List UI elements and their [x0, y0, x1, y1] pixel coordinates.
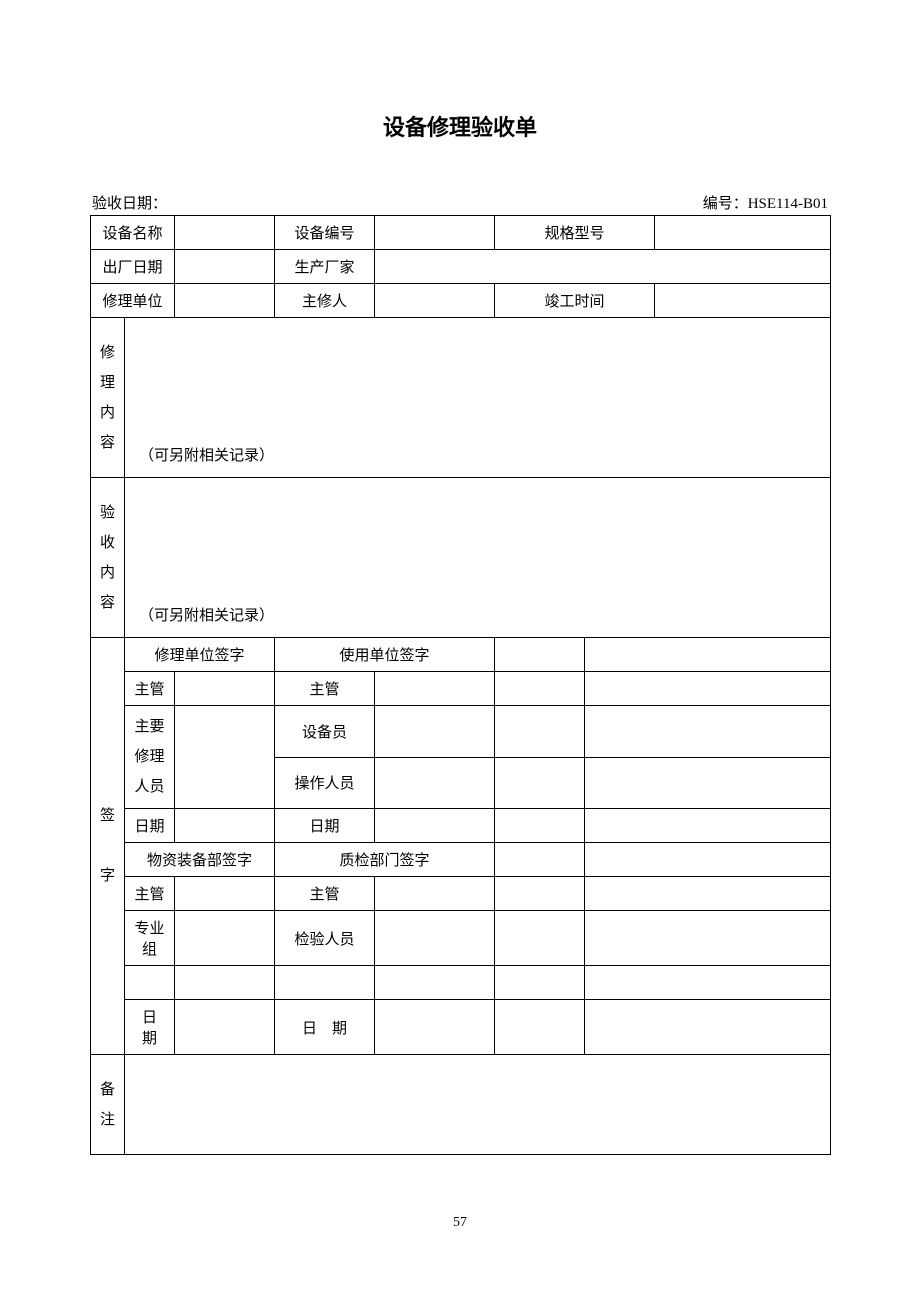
- acceptance-date-label: 验收日期：: [92, 192, 167, 213]
- form-table: 设备名称 设备编号 规格型号 出厂日期 生产厂家 修理单位 主修人 竣工时间 修…: [90, 215, 831, 1155]
- label-manufacturer: 生产厂家: [275, 250, 375, 284]
- empty-cell: [585, 843, 831, 877]
- empty-cell: [585, 809, 831, 843]
- label-date-r: 日期: [275, 809, 375, 843]
- value: [375, 1000, 495, 1055]
- notes-value: [125, 1055, 831, 1155]
- notes-row: 备注: [91, 1055, 831, 1155]
- label-date-r2: 日 期: [275, 1000, 375, 1055]
- empty-cell: [275, 966, 375, 1000]
- value: [175, 1000, 275, 1055]
- value: [175, 966, 275, 1000]
- label-material-dept-sign: 物资装备部签字: [125, 843, 275, 877]
- label-sign: 签字: [91, 638, 125, 1055]
- sign-row: 日期 日期: [91, 809, 831, 843]
- empty-cell: [585, 757, 831, 809]
- value: [175, 706, 275, 809]
- label-operator: 操作人员: [275, 757, 375, 809]
- empty-cell: [585, 1000, 831, 1055]
- table-row: 修理单位 主修人 竣工时间: [91, 284, 831, 318]
- sign-row: 日 期 日 期: [91, 1000, 831, 1055]
- label-repair-unit-sign: 修理单位签字: [125, 638, 275, 672]
- empty-cell: [585, 638, 831, 672]
- empty-cell: [585, 706, 831, 758]
- header-row: 验收日期： 编号：HSE114-B01: [90, 192, 830, 213]
- value-factory-date: [175, 250, 275, 284]
- value-repair-unit: [175, 284, 275, 318]
- label-accept-content: 验收内容: [91, 478, 125, 638]
- empty-cell: [585, 877, 831, 911]
- empty-cell: [495, 843, 585, 877]
- label-notes: 备注: [91, 1055, 125, 1155]
- value-manufacturer: [375, 250, 831, 284]
- sign-header-1: 签字 修理单位签字 使用单位签字: [91, 638, 831, 672]
- empty-cell: [495, 809, 585, 843]
- value: [375, 706, 495, 758]
- value-equipment-no: [375, 216, 495, 250]
- repair-content-note: （可另附相关记录）: [125, 318, 831, 478]
- empty-cell: [495, 911, 585, 966]
- empty-cell: [495, 966, 585, 1000]
- empty-cell: [585, 966, 831, 1000]
- label-main-repair-person: 主要修理人员: [125, 706, 175, 809]
- label-repair-content: 修理内容: [91, 318, 125, 478]
- repair-content-row: 修理内容 （可另附相关记录）: [91, 318, 831, 478]
- value: [375, 757, 495, 809]
- label-inspector: 检验人员: [275, 911, 375, 966]
- page-title: 设备修理验收单: [90, 110, 830, 142]
- empty-cell: [585, 672, 831, 706]
- sign-row: 主管 主管: [91, 672, 831, 706]
- label-repair-unit: 修理单位: [91, 284, 175, 318]
- value: [375, 672, 495, 706]
- label-zhu-guan-r: 主管: [275, 672, 375, 706]
- empty-cell: [495, 877, 585, 911]
- empty-cell: [495, 706, 585, 758]
- empty-cell: [495, 672, 585, 706]
- empty-cell: [495, 638, 585, 672]
- sign-row: 主管 主管: [91, 877, 831, 911]
- sign-row: 主要修理人员 设备员: [91, 706, 831, 758]
- table-row: 设备名称 设备编号 规格型号: [91, 216, 831, 250]
- label-date-l: 日期: [125, 809, 175, 843]
- page-number: 57: [90, 1215, 830, 1231]
- value: [375, 966, 495, 1000]
- value: [175, 809, 275, 843]
- label-main-repairer: 主修人: [275, 284, 375, 318]
- label-zhu-guan-l: 主管: [125, 672, 175, 706]
- label-date-l2: 日 期: [125, 1000, 175, 1055]
- empty-cell: [495, 757, 585, 809]
- label-zhu-guan-r2: 主管: [275, 877, 375, 911]
- table-row: 出厂日期 生产厂家: [91, 250, 831, 284]
- value-main-repairer: [375, 284, 495, 318]
- value-equipment-name: [175, 216, 275, 250]
- value: [375, 877, 495, 911]
- label-pro-group: 专业组: [125, 911, 175, 966]
- value-spec: [655, 216, 831, 250]
- empty-cell: [125, 966, 175, 1000]
- label-equipment-no: 设备编号: [275, 216, 375, 250]
- value: [375, 911, 495, 966]
- label-equip-person: 设备员: [275, 706, 375, 758]
- sign-header-2: 物资装备部签字 质检部门签字: [91, 843, 831, 877]
- value: [175, 672, 275, 706]
- value: [175, 877, 275, 911]
- value: [175, 911, 275, 966]
- label-complete-time: 竣工时间: [495, 284, 655, 318]
- value: [375, 809, 495, 843]
- empty-cell: [495, 1000, 585, 1055]
- label-spec: 规格型号: [495, 216, 655, 250]
- label-zhu-guan-l2: 主管: [125, 877, 175, 911]
- sign-row: [91, 966, 831, 1000]
- label-equipment-name: 设备名称: [91, 216, 175, 250]
- label-user-unit-sign: 使用单位签字: [275, 638, 495, 672]
- label-factory-date: 出厂日期: [91, 250, 175, 284]
- sign-row: 专业组 检验人员: [91, 911, 831, 966]
- value-complete-time: [655, 284, 831, 318]
- accept-content-note: （可另附相关记录）: [125, 478, 831, 638]
- serial-number: 编号：HSE114-B01: [703, 192, 828, 213]
- empty-cell: [585, 911, 831, 966]
- label-qc-dept-sign: 质检部门签字: [275, 843, 495, 877]
- accept-content-row: 验收内容 （可另附相关记录）: [91, 478, 831, 638]
